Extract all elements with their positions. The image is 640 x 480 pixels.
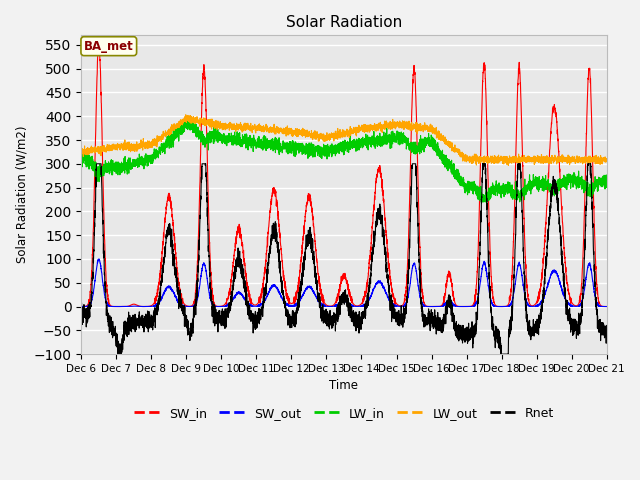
Rnet: [324, 315, 332, 321]
SW_out: [492, 303, 499, 309]
Rnet: [77, 307, 85, 313]
LW_out: [603, 158, 611, 164]
Rnet: [603, 336, 611, 342]
SW_out: [84, 304, 92, 310]
SW_out: [324, 303, 332, 309]
Rnet: [93, 161, 100, 167]
LW_out: [433, 135, 440, 141]
SW_out: [95, 256, 103, 262]
Rnet: [602, 340, 610, 346]
LW_in: [433, 147, 440, 153]
LW_out: [77, 147, 85, 153]
LW_in: [172, 131, 179, 137]
Line: LW_out: LW_out: [81, 115, 607, 166]
SW_in: [492, 302, 499, 308]
LW_in: [477, 199, 485, 205]
Legend: SW_in, SW_out, LW_in, LW_out, Rnet: SW_in, SW_out, LW_in, LW_out, Rnet: [129, 402, 559, 425]
LW_out: [324, 136, 332, 142]
SW_in: [433, 304, 440, 310]
LW_out: [602, 158, 610, 164]
LW_in: [492, 184, 499, 190]
LW_in: [181, 115, 189, 120]
LW_out: [172, 123, 179, 129]
SW_out: [433, 304, 440, 310]
Text: BA_met: BA_met: [84, 40, 134, 53]
LW_out: [182, 112, 189, 118]
Line: SW_out: SW_out: [81, 259, 607, 307]
LW_out: [492, 155, 499, 161]
Line: SW_in: SW_in: [81, 44, 607, 307]
SW_in: [172, 250, 180, 255]
SW_out: [77, 304, 85, 310]
LW_out: [504, 163, 512, 168]
SW_in: [77, 304, 85, 310]
LW_in: [602, 185, 610, 191]
Line: LW_in: LW_in: [81, 118, 607, 202]
LW_in: [77, 153, 85, 158]
Rnet: [492, 324, 499, 329]
LW_in: [324, 150, 332, 156]
Rnet: [462, 338, 470, 344]
SW_out: [172, 295, 180, 300]
SW_out: [603, 304, 611, 310]
SW_in: [95, 41, 102, 47]
Rnet: [114, 351, 122, 357]
Y-axis label: Solar Radiation (W/m2): Solar Radiation (W/m2): [15, 126, 28, 264]
Rnet: [172, 275, 180, 280]
X-axis label: Time: Time: [330, 379, 358, 392]
SW_out: [462, 304, 470, 310]
SW_out: [602, 304, 610, 310]
SW_in: [471, 304, 479, 310]
Title: Solar Radiation: Solar Radiation: [286, 15, 402, 30]
LW_in: [603, 185, 611, 191]
SW_in: [324, 303, 332, 309]
Rnet: [433, 321, 440, 327]
SW_in: [461, 304, 469, 310]
SW_in: [603, 304, 611, 310]
SW_in: [602, 304, 610, 310]
LW_out: [461, 158, 469, 164]
Line: Rnet: Rnet: [81, 164, 607, 354]
LW_in: [461, 181, 469, 187]
